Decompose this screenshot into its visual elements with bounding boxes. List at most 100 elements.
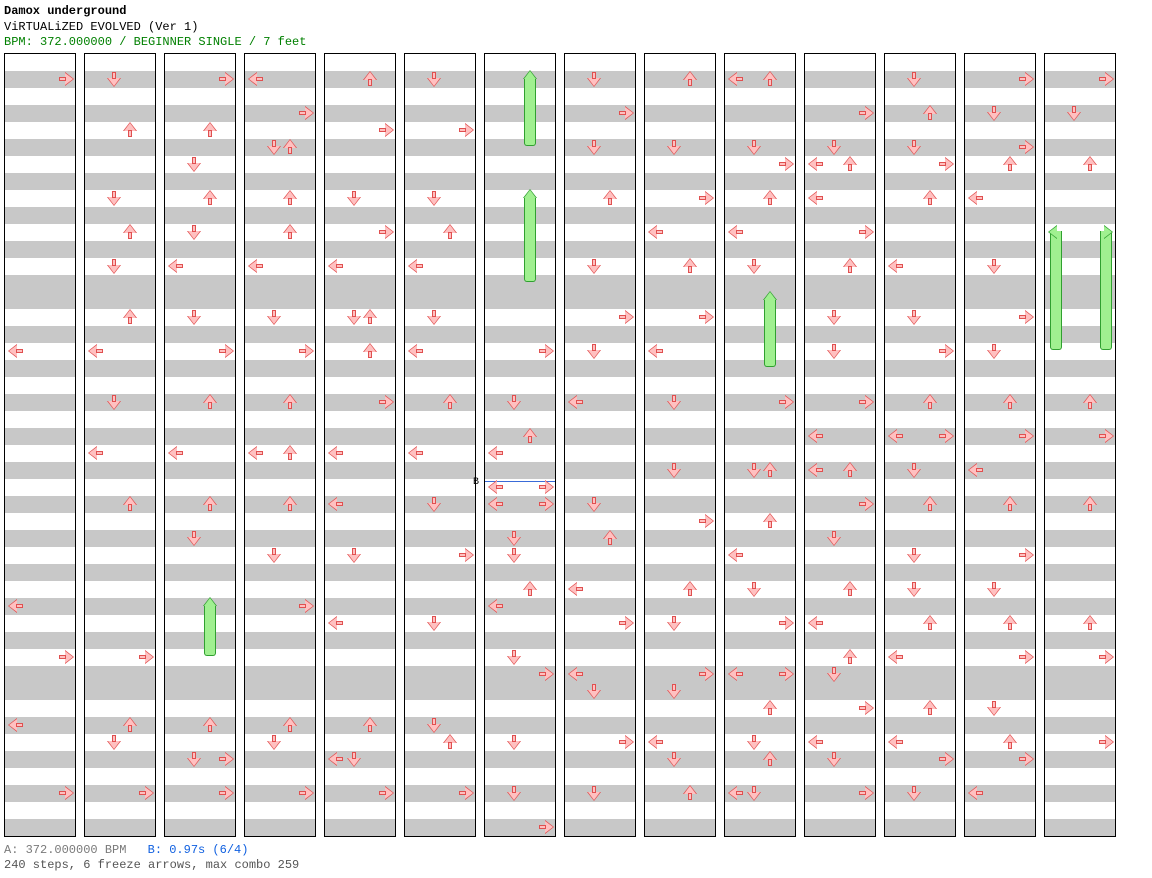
beat-row (885, 445, 955, 462)
beat-row (805, 768, 875, 785)
beat-row (5, 751, 75, 768)
beat-row (5, 802, 75, 819)
arrow-up-icon (1083, 157, 1097, 171)
beat-row (85, 411, 155, 428)
beat-row (5, 564, 75, 581)
beat-row (645, 241, 715, 258)
beat-row (325, 530, 395, 547)
bpm-info: BPM: 372.000000 / BEGINNER SINGLE / 7 fe… (4, 35, 1148, 51)
arrow-down-icon (587, 497, 601, 511)
arrow-left-icon (569, 667, 583, 681)
beat-row (965, 156, 1035, 173)
beat-row (165, 700, 235, 717)
beat-row (405, 394, 475, 411)
beat-row (5, 224, 75, 241)
beat-row (725, 326, 795, 343)
beat-row (565, 88, 635, 105)
arrow-left-icon (969, 191, 983, 205)
beat-row (165, 411, 235, 428)
beat-row (645, 598, 715, 615)
beat-row (165, 683, 235, 700)
beat-row (165, 428, 235, 445)
beat-row (725, 343, 795, 360)
beat-row (245, 581, 315, 598)
beat-row (165, 632, 235, 649)
beat-row (165, 666, 235, 683)
beat-row (645, 326, 715, 343)
beat-row (1045, 632, 1115, 649)
arrow-left-icon (889, 429, 903, 443)
beat-row (325, 292, 395, 309)
arrow-up-icon (363, 718, 377, 732)
beat-row (885, 88, 955, 105)
beat-row (245, 326, 315, 343)
beat-row (885, 326, 955, 343)
arrow-up-icon (283, 191, 297, 205)
arrow-left-icon (729, 72, 743, 86)
beat-row (165, 173, 235, 190)
arrow-right-icon (779, 157, 793, 171)
arrow-right-icon (939, 157, 953, 171)
beat-row (725, 496, 795, 513)
arrow-down-icon (427, 310, 441, 324)
beat-row (245, 649, 315, 666)
arrow-down-icon (747, 582, 761, 596)
beat-row (725, 54, 795, 71)
arrow-down-icon (987, 259, 1001, 273)
beat-row (1045, 54, 1115, 71)
arrow-down-icon (667, 395, 681, 409)
beat-row (805, 71, 875, 88)
arrow-left-icon (489, 446, 503, 460)
arrow-down-icon (347, 548, 361, 562)
beat-row (405, 360, 475, 377)
beat-row (805, 207, 875, 224)
beat-row (245, 751, 315, 768)
beat-row (725, 207, 795, 224)
arrow-down-icon (747, 735, 761, 749)
arrow-up-icon (843, 157, 857, 171)
beat-row (85, 683, 155, 700)
beat-row (1045, 785, 1115, 802)
beat-row (885, 377, 955, 394)
beat-row (325, 326, 395, 343)
arrow-right-icon (539, 820, 553, 834)
arrow-right-icon (699, 667, 713, 681)
beat-row (485, 581, 555, 598)
beat-row (645, 105, 715, 122)
beat-row (885, 190, 955, 207)
arrow-down-icon (427, 718, 441, 732)
beat-row (965, 819, 1035, 836)
arrow-down-icon (107, 395, 121, 409)
beat-row (965, 802, 1035, 819)
beat-row (245, 802, 315, 819)
beat-row (165, 207, 235, 224)
arrow-left-icon (569, 582, 583, 596)
arrow-right-icon (59, 786, 73, 800)
beat-row (5, 190, 75, 207)
beat-row (245, 88, 315, 105)
beat-row (85, 530, 155, 547)
beat-row (325, 683, 395, 700)
beat-row (805, 377, 875, 394)
beat-row (885, 513, 955, 530)
arrow-down-icon (907, 463, 921, 477)
beat-row (85, 819, 155, 836)
arrow-down-icon (587, 786, 601, 800)
arrow-up-icon (763, 701, 777, 715)
arrow-down-icon (107, 259, 121, 273)
arrow-left-icon (9, 344, 23, 358)
beat-row (405, 768, 475, 785)
arrow-down-icon (587, 344, 601, 358)
beat-row (1045, 411, 1115, 428)
arrow-down-icon (987, 701, 1001, 715)
beat-row (165, 122, 235, 139)
beat-row (245, 632, 315, 649)
beat-row (1045, 394, 1115, 411)
arrow-down-icon (427, 191, 441, 205)
arrow-right-icon (1019, 310, 1033, 324)
measure-column (1044, 53, 1116, 837)
arrow-up-icon (763, 72, 777, 86)
arrow-right-icon (139, 786, 153, 800)
arrow-right-icon (219, 72, 233, 86)
beat-row (325, 88, 395, 105)
